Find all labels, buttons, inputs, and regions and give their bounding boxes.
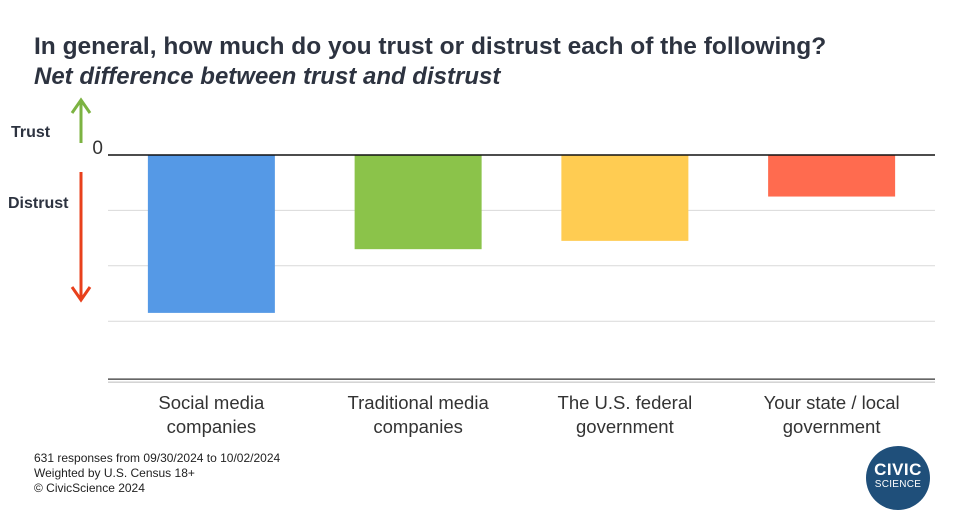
chart-title: In general, how much do you trust or dis… [34, 33, 827, 60]
x-tick-label: Traditional media companies [348, 392, 490, 437]
trust-label: Trust [11, 124, 51, 141]
bar [147, 155, 275, 313]
footer-responses: 631 responses from 09/30/2024 to 10/02/2… [34, 451, 281, 465]
civicscience-logo: CIVIC SCIENCE [866, 446, 930, 510]
bar [768, 155, 896, 197]
logo-line-2: SCIENCE [874, 479, 922, 490]
chart-subtitle: Net difference between trust and distrus… [34, 63, 501, 90]
footer-copyright: © CivicScience 2024 [34, 481, 145, 495]
y-tick-label: 0 [92, 138, 103, 159]
distrust-arrow-icon [70, 172, 92, 303]
x-tick-label: The U.S. federal government [558, 392, 693, 437]
footer-weighting: Weighted by U.S. Census 18+ [34, 466, 195, 480]
distrust-label: Distrust [8, 195, 69, 212]
bar [354, 155, 482, 250]
x-tick-label: Your state / local government [764, 392, 900, 437]
x-tick-label: Social media companies [158, 392, 265, 437]
bar-chart: Social media companies Traditional media co… [70, 97, 935, 437]
trust-arrow-icon [70, 97, 92, 143]
logo-line-1: CIVIC [874, 460, 922, 479]
bar [561, 155, 689, 241]
footer-notes: 631 responses from 09/30/2024 to 10/02/2… [34, 451, 280, 496]
